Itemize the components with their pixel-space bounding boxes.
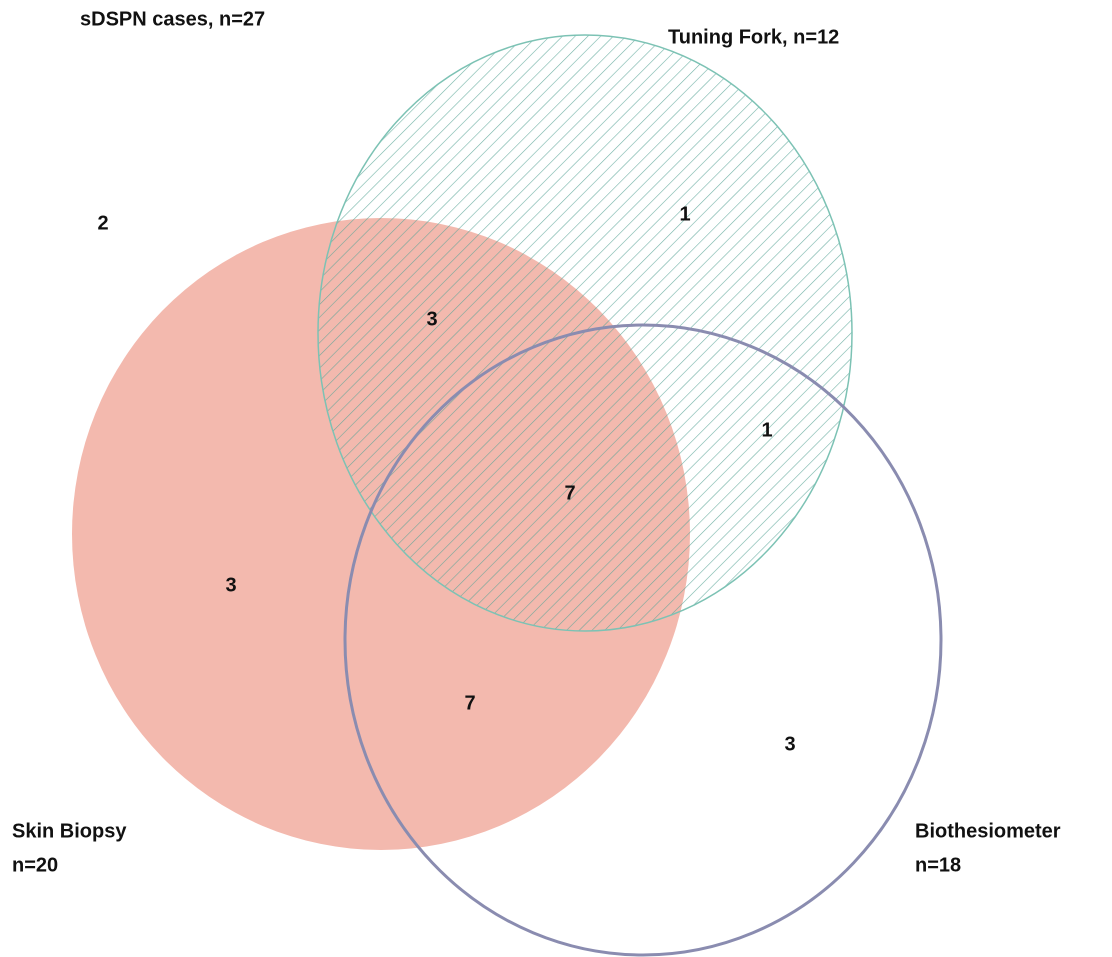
region-count: 7	[564, 482, 575, 504]
set-label: Biothesiometer	[915, 820, 1061, 842]
region-count: 3	[784, 733, 795, 755]
set-label: Tuning Fork, n=12	[668, 26, 839, 48]
set-count: n=18	[915, 854, 961, 876]
title: sDSPN cases, n=27	[80, 8, 265, 30]
region-count: 1	[679, 203, 690, 225]
region-count: 2	[97, 212, 108, 234]
region-count: 3	[225, 574, 236, 596]
tuning-fork-set	[317, 34, 853, 632]
region-count: 1	[761, 419, 772, 441]
set-label: Skin Biopsy	[12, 820, 127, 842]
region-count: 3	[426, 308, 437, 330]
biothesiometer-set	[343, 323, 943, 957]
region-count: 7	[464, 692, 475, 714]
set-count: n=20	[12, 854, 58, 876]
